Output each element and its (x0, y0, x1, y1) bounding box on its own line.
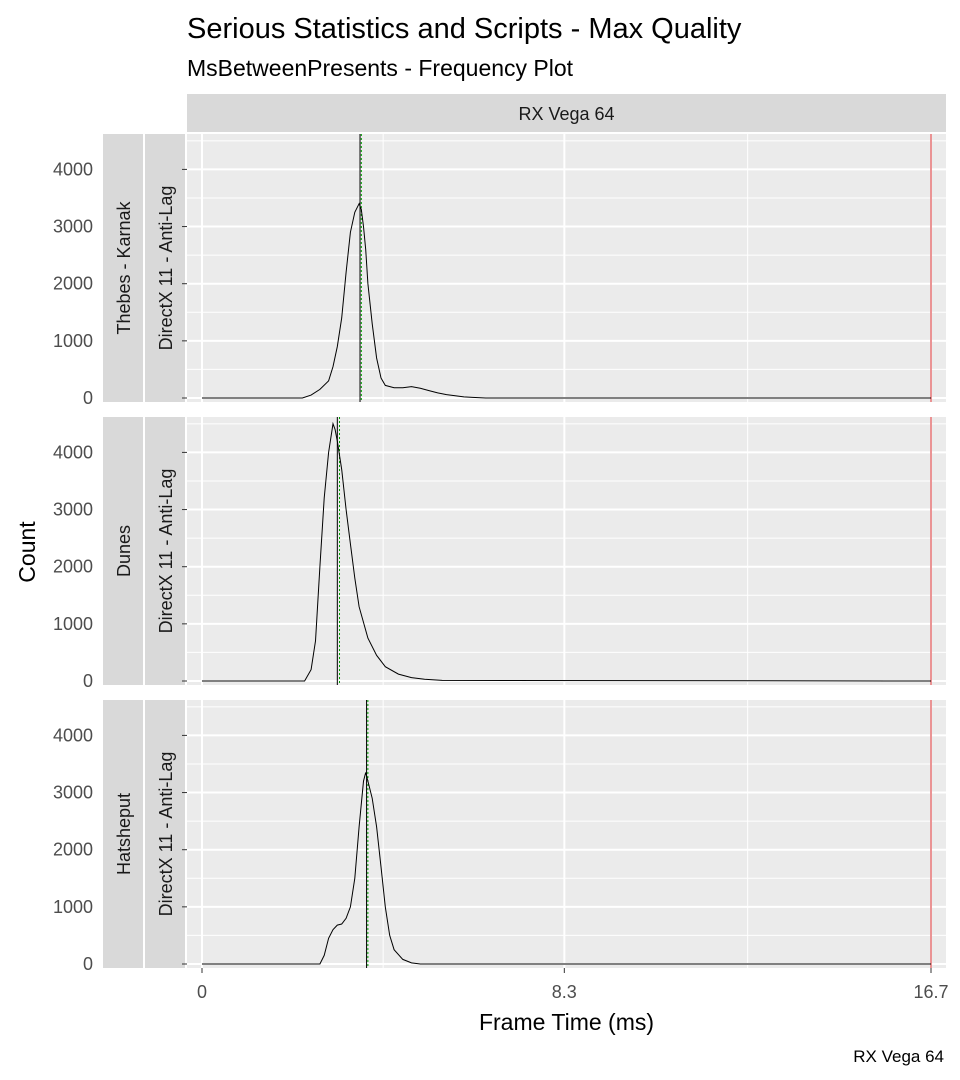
y-tick-label: 3000 (53, 500, 93, 520)
column-strip (187, 94, 946, 132)
row-strip (145, 700, 185, 968)
x-tick-label: 16.7 (913, 982, 948, 1002)
row-strip-label: Dunes (114, 525, 134, 577)
row-strip (103, 700, 143, 968)
y-tick-label: 0 (83, 954, 93, 974)
y-tick-label: 2000 (53, 557, 93, 577)
row-strip (145, 134, 185, 402)
row-strip-label: DirectX 11 - Anti-Lag (156, 469, 176, 634)
row-strip (103, 134, 143, 402)
y-tick-label: 1000 (53, 331, 93, 351)
row-strip-label: Thebes - Karnak (114, 200, 134, 334)
frequency-curve (202, 421, 932, 682)
row-strip-label: Hatsheput (114, 793, 134, 875)
x-tick-label: 0 (197, 982, 207, 1002)
y-axis-title: Count (14, 521, 40, 583)
y-tick-label: 4000 (53, 442, 93, 462)
facet-panels: Thebes - Karnak DirectX 11 - Anti-Lag 0 100… (53, 134, 946, 974)
panel-background (187, 700, 946, 968)
frequency-curve (202, 202, 931, 399)
y-tick-label: 4000 (53, 159, 93, 179)
y-tick-label: 4000 (53, 725, 93, 745)
y-tick-label: 1000 (53, 897, 93, 917)
facet-panel: Dunes DirectX 11 - Anti-Lag 0 1000 2000 3000 4… (53, 417, 946, 691)
facet-panel: Hatsheput DirectX 11 - Anti-Lag 0 1000 2000 3… (53, 700, 946, 974)
facet-panel: Thebes - Karnak DirectX 11 - Anti-Lag 0 100… (53, 134, 946, 408)
x-axis-title: Frame Time (ms) (479, 1009, 654, 1035)
row-strip (103, 417, 143, 685)
row-strip-label: DirectX 11 - Anti-Lag (156, 186, 176, 351)
y-tick-label: 3000 (53, 783, 93, 803)
panel-background (187, 417, 946, 685)
y-tick-label: 0 (83, 388, 93, 408)
row-strip (145, 417, 185, 685)
x-axis: 0 8.3 16.7 (197, 968, 949, 1002)
chart-caption: RX Vega 64 (853, 1047, 944, 1066)
column-strip-label: RX Vega 64 (518, 104, 614, 124)
y-tick-label: 0 (83, 671, 93, 691)
chart-title: Serious Statistics and Scripts - Max Qua… (187, 13, 742, 45)
y-tick-label: 1000 (53, 614, 93, 634)
y-tick-label: 2000 (53, 274, 93, 294)
y-tick-label: 2000 (53, 840, 93, 860)
frequency-curve (202, 772, 931, 965)
x-tick-label: 8.3 (552, 982, 577, 1002)
row-strip-label: DirectX 11 - Anti-Lag (156, 752, 176, 917)
y-tick-label: 3000 (53, 217, 93, 237)
panel-background (187, 134, 946, 402)
chart-subtitle: MsBetweenPresents - Frequency Plot (187, 55, 574, 81)
